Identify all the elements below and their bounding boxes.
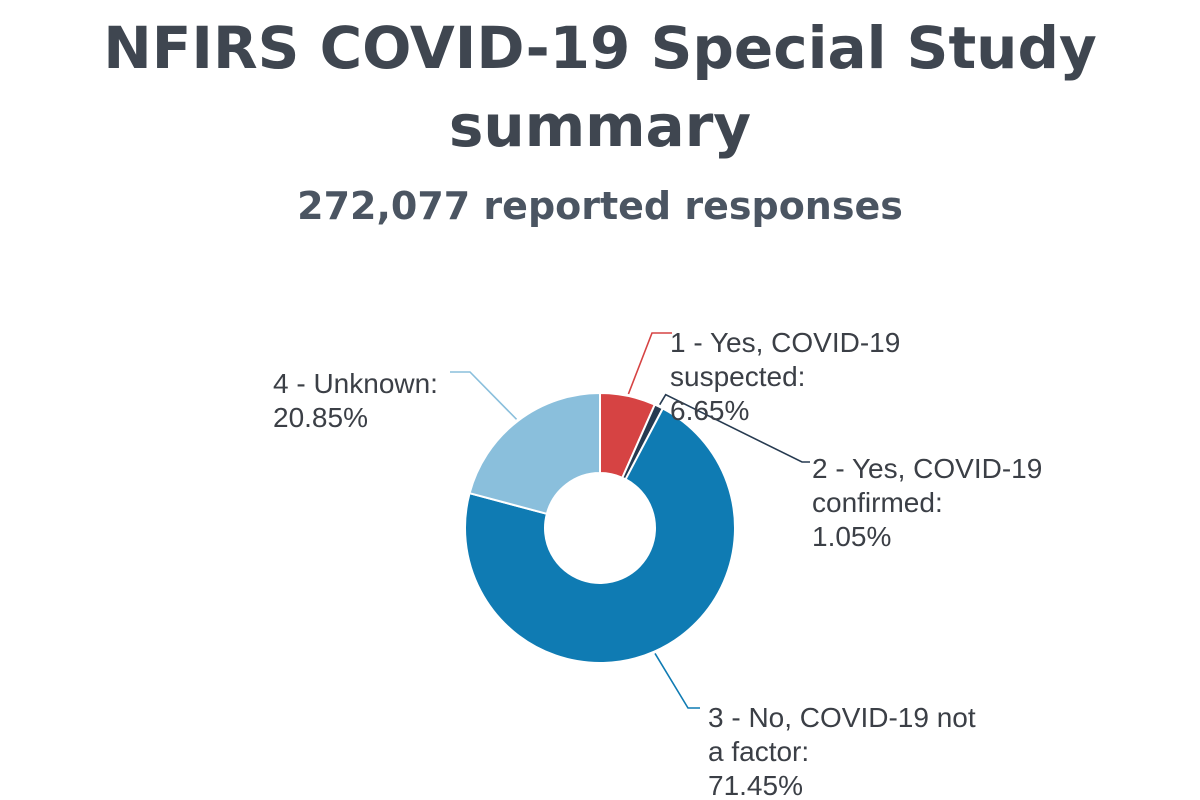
chart-title-line-1: NFIRS COVID-19 Special Study xyxy=(103,14,1097,82)
label-leader-lines xyxy=(450,332,810,709)
slice-label-3-line-2: a factor: xyxy=(708,736,809,767)
donut-slice-4 xyxy=(468,391,601,516)
slice-label-4-line-1: 4 - Unknown: xyxy=(273,368,438,399)
slice-label-3: 3 - No, COVID-19 not a factor: 71.45% xyxy=(708,702,976,800)
slice-label-3-line-1: 3 - No, COVID-19 not xyxy=(708,702,976,733)
slice-label-3-line-3: 71.45% xyxy=(708,770,803,800)
leader-line-4 xyxy=(450,371,518,420)
slice-label-1-line-3: 6.65% xyxy=(670,395,749,426)
slice-label-1-line-1: 1 - Yes, COVID-19 xyxy=(670,327,900,358)
slice-label-4: 4 - Unknown: 20.85% xyxy=(273,368,438,433)
chart-subtitle: 272,077 reported responses xyxy=(297,184,903,228)
donut-slice-3 xyxy=(464,407,736,664)
donut-slices xyxy=(464,391,736,664)
slice-labels: 1 - Yes, COVID-19 suspected: 6.65% 2 - Yes,… xyxy=(273,327,1042,800)
leader-line-2 xyxy=(659,393,810,463)
slice-label-1-line-2: suspected: xyxy=(670,361,805,392)
slice-label-2-line-1: 2 - Yes, COVID-19 xyxy=(812,453,1042,484)
slice-label-2: 2 - Yes, COVID-19 confirmed: 1.05% xyxy=(812,453,1042,552)
chart-title-line-2: summary xyxy=(448,92,752,160)
slice-label-1: 1 - Yes, COVID-19 suspected: 6.65% xyxy=(670,327,900,426)
leader-line-3 xyxy=(654,653,700,709)
slice-label-2-line-3: 1.05% xyxy=(812,521,891,552)
leader-line-1 xyxy=(627,332,672,395)
slice-label-2-line-2: confirmed: xyxy=(812,487,943,518)
slice-label-4-line-2: 20.85% xyxy=(273,402,368,433)
